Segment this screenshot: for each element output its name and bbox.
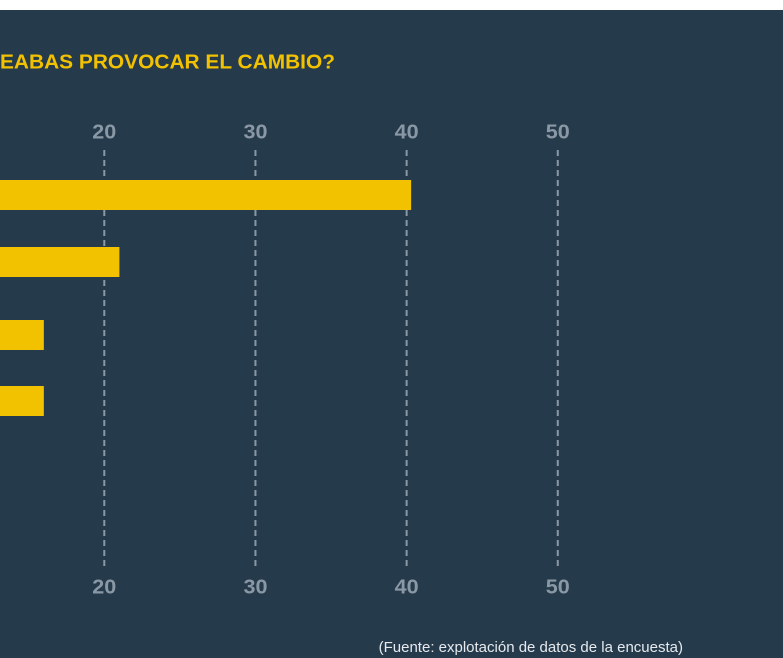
x-tick-label: 40 [395, 121, 419, 143]
x-tick-label: 40 [395, 576, 419, 598]
x-tick-label: 30 [243, 121, 267, 143]
bar [0, 320, 44, 350]
x-tick-label: 50 [546, 576, 570, 598]
chart-title: EABAS PROVOCAR EL CAMBIO? [0, 51, 335, 73]
source-note: (Fuente: explotación de datos de la encu… [379, 639, 683, 656]
x-tick-label: 20 [92, 121, 116, 143]
bar [0, 386, 44, 416]
bar [0, 180, 412, 210]
chart-background [0, 10, 783, 658]
x-tick-label: 20 [92, 576, 116, 598]
bar [0, 247, 120, 277]
x-tick-label: 30 [243, 576, 267, 598]
x-tick-label: 50 [546, 121, 570, 143]
